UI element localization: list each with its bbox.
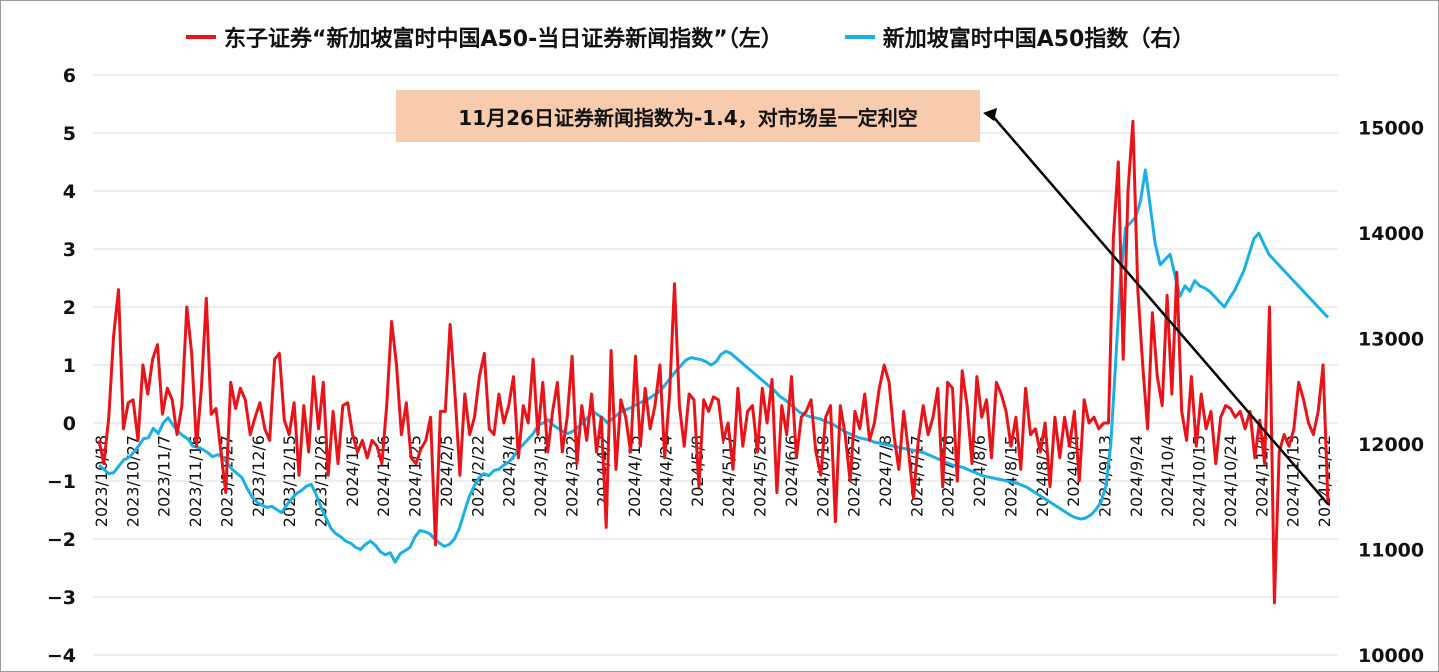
- legend-label-news-index: 东子证券“新加坡富时中国A50-当日证券新闻指数”（左）: [224, 27, 783, 52]
- y-right-tick-label: 13000: [1358, 329, 1424, 351]
- x-tick-label: 2024/9/24: [1127, 435, 1146, 517]
- chart-legend: 东子证券“新加坡富时中国A50-当日证券新闻指数”（左） 新加坡富时中国A50指…: [186, 22, 1256, 52]
- annotation-arrow-head: [983, 108, 997, 121]
- series-line-news-index: [97, 119, 1330, 605]
- legend-item-a50-index: 新加坡富时中国A50指数（右）: [844, 21, 1195, 53]
- y-left-tick-label: −1: [47, 471, 76, 493]
- y-left-tick-label: 4: [63, 181, 76, 203]
- x-tick-label: 2024/11/13: [1284, 435, 1303, 527]
- y-left-tick-label: 5: [63, 123, 76, 145]
- y-right-tick-label: 15000: [1358, 118, 1424, 140]
- y-left-tick-label: −2: [47, 529, 76, 551]
- y-left-tick-label: 1: [63, 355, 76, 377]
- y-right-tick-label: 11000: [1358, 540, 1424, 562]
- legend-label-a50-index: 新加坡富时中国A50指数（右）: [882, 27, 1195, 52]
- x-tick-label: 2024/10/24: [1221, 435, 1240, 527]
- x-tick-label: 2023/11/16: [186, 435, 205, 527]
- y-left-tick-label: 0: [63, 413, 76, 435]
- x-tick-label: 2023/10/27: [123, 435, 142, 527]
- x-tick-label: 2024/8/6: [970, 435, 989, 507]
- y-left-tick-label: 6: [63, 65, 76, 87]
- legend-swatch-blue: [844, 35, 875, 39]
- x-tick-label: 2023/12/15: [280, 435, 299, 527]
- x-tick-label: 2024/11/22: [1315, 435, 1334, 527]
- x-tick-label: 2024/4/15: [625, 435, 644, 517]
- annotation-text: 11月26日证券新闻指数为-1.4，对市场呈一定利空: [458, 105, 918, 130]
- x-tick-label: 2024/2/22: [468, 435, 487, 517]
- x-tick-label: 2024/3/4: [500, 435, 519, 507]
- legend-swatch-red: [186, 35, 216, 39]
- x-tick-label: 2024/10/15: [1190, 435, 1209, 527]
- x-tick-label: 2024/11/4: [1252, 435, 1271, 517]
- x-tick-label: 2024/2/5: [437, 435, 456, 507]
- series-line-a50-index: [98, 168, 1330, 564]
- x-tick-label: 2023/11/7: [155, 435, 174, 517]
- y-left-tick-label: 2: [63, 297, 76, 319]
- x-tick-label: 2024/10/4: [1158, 435, 1177, 517]
- x-tick-label: 2023/12/26: [312, 435, 331, 527]
- y-right-tick-label: 10000: [1358, 645, 1424, 667]
- y-right-tick-label: 14000: [1358, 223, 1424, 245]
- annotation-arrow-line: [989, 112, 1329, 506]
- y-right-tick-label: 12000: [1358, 434, 1424, 456]
- legend-item-news-index: 东子证券“新加坡富时中国A50-当日证券新闻指数”（左）: [186, 21, 783, 53]
- x-tick-label: 2024/3/13: [531, 435, 550, 517]
- y-left-tick-label: −3: [47, 587, 76, 609]
- y-left-tick-label: 3: [63, 239, 76, 261]
- x-tick-label: 2024/8/15: [1001, 435, 1020, 517]
- y-left-tick-label: −4: [47, 645, 76, 667]
- x-tick-label: 2024/6/27: [845, 435, 864, 517]
- x-tick-label: 2024/7/8: [876, 435, 895, 507]
- annotation-box: 11月26日证券新闻指数为-1.4，对市场呈一定利空: [396, 90, 980, 142]
- x-tick-label: 2023/10/18: [92, 435, 111, 527]
- x-tick-label: 2024/5/28: [751, 435, 770, 517]
- x-tick-label: 2024/4/24: [656, 435, 675, 517]
